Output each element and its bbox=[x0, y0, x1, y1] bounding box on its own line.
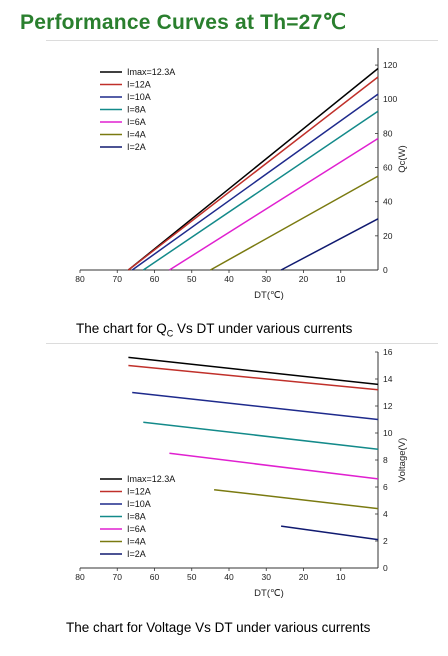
chart1-series-line-5 bbox=[169, 137, 379, 271]
chart1-y-tick-label: 120 bbox=[383, 60, 397, 70]
chart1-series-line-4 bbox=[142, 110, 379, 271]
chart1-x-tick-label: 70 bbox=[113, 274, 123, 284]
chart2-y-tick-label: 4 bbox=[383, 509, 388, 519]
chart2-y-tick-label: 2 bbox=[383, 536, 388, 546]
chart1-y-tick-label: 60 bbox=[383, 163, 393, 173]
chart2-x-tick-label: 20 bbox=[299, 572, 309, 582]
chart1-legend-label-1: Imax=12.3A bbox=[127, 67, 175, 77]
chart1-series-line-6 bbox=[210, 175, 379, 271]
chart1-legend-label-2: I=12A bbox=[127, 80, 151, 90]
chart2-x-tick-label: 70 bbox=[113, 572, 123, 582]
chart2-legend-label-7: I=2A bbox=[127, 549, 146, 559]
chart1-legend-label-6: I=4A bbox=[127, 130, 146, 140]
chart2-x-tick-label: 60 bbox=[150, 572, 160, 582]
chart2-y-tick-label: 16 bbox=[383, 347, 393, 357]
chart2-x-tick-label: 50 bbox=[187, 572, 197, 582]
chart2-series-line-6 bbox=[214, 488, 379, 510]
chart1-x-tick-label: 60 bbox=[150, 274, 160, 284]
chart1-series-line-3 bbox=[131, 93, 379, 271]
chart1-x-axis-label: DT(℃) bbox=[254, 290, 284, 301]
chart1-series-line-7 bbox=[280, 218, 379, 271]
chart2-x-tick-label: 30 bbox=[262, 572, 272, 582]
chart2-legend-label-5: I=6A bbox=[127, 524, 146, 534]
chart2-y-tick-label: 8 bbox=[383, 455, 388, 465]
chart2-series-line-3 bbox=[132, 391, 379, 421]
chart1-legend-label-3: I=10A bbox=[127, 92, 151, 102]
chart2-x-tick-label: 80 bbox=[75, 572, 85, 582]
chart1-x-tick-label: 10 bbox=[336, 274, 346, 284]
chart2-x-tick-label: 40 bbox=[224, 572, 234, 582]
chart1: 80 70 60 50 40 30 20 10020406080100120DT(℃)Qc(W… bbox=[75, 48, 408, 301]
chart1-x-tick-label: 30 bbox=[262, 274, 272, 284]
chart2-caption: The chart for Voltage Vs DT under variou… bbox=[66, 620, 371, 635]
chart2-series-line-7 bbox=[280, 525, 379, 541]
chart1-caption-part2: Vs DT under various currents bbox=[173, 321, 353, 336]
chart2-series-line-4 bbox=[143, 421, 379, 450]
chart2-y-tick-label: 6 bbox=[383, 482, 388, 492]
chart1-y-tick-label: 40 bbox=[383, 197, 393, 207]
chart2-series-line-5 bbox=[169, 452, 379, 480]
chart1-legend-label-4: I=8A bbox=[127, 105, 146, 115]
chart1-legend-label-7: I=2A bbox=[127, 142, 146, 152]
chart2: 80 70 60 50 40 30 20 10 0 2 4 6 8 10 12 14 16 DT(℃) Voltag… bbox=[75, 347, 408, 599]
chart1-x-tick-label: 20 bbox=[299, 274, 309, 284]
chart2-x-tick-label: 10 bbox=[336, 572, 346, 582]
chart1-y-tick-label: 20 bbox=[383, 231, 393, 241]
chart1-y-tick-label: 0 bbox=[383, 265, 388, 275]
chart1-x-tick-label: 50 bbox=[187, 274, 197, 284]
chart2-y-tick-label: 12 bbox=[383, 401, 393, 411]
chart1-caption: The chart for QC Vs DT under various cur… bbox=[76, 321, 352, 339]
chart2-panel-divider bbox=[46, 343, 438, 344]
chart2-y-tick-label: 10 bbox=[383, 428, 393, 438]
page-title: Performance Curves at Th=27℃ bbox=[20, 11, 347, 34]
chart2-legend-label-2: I=12A bbox=[127, 487, 151, 497]
chart2-y-axis-label: Voltage(V) bbox=[397, 438, 408, 482]
chart2-legend-label-3: I=10A bbox=[127, 499, 151, 509]
chart1-y-axis-label: Qc(W) bbox=[397, 145, 408, 172]
chart1-y-tick-label: 80 bbox=[383, 128, 393, 138]
chart2-x-axis-label: DT(℃) bbox=[254, 588, 284, 599]
chart2-legend-label-1: Imax=12.3A bbox=[127, 474, 175, 484]
chart2-legend-label-4: I=8A bbox=[127, 512, 146, 522]
chart1-series-line-1 bbox=[127, 67, 379, 271]
chart1-legend-label-5: I=6A bbox=[127, 117, 146, 127]
chart2-y-tick-label: 0 bbox=[383, 563, 388, 573]
chart1-x-tick-label: 40 bbox=[224, 274, 234, 284]
chart2-series-line-2 bbox=[128, 364, 379, 391]
chart2-legend-label-6: I=4A bbox=[127, 537, 146, 547]
chart1-series-line-2 bbox=[127, 76, 379, 271]
chart1-y-tick-label: 100 bbox=[383, 94, 397, 104]
chart1-panel-divider bbox=[46, 40, 438, 41]
chart1-x-tick-label: 80 bbox=[75, 274, 85, 284]
chart1-caption-part1: The chart for Q bbox=[76, 321, 167, 336]
chart1-caption-subscript: C bbox=[166, 328, 174, 339]
chart2-y-tick-label: 14 bbox=[383, 374, 393, 384]
chart2-series-line-1 bbox=[128, 356, 379, 386]
